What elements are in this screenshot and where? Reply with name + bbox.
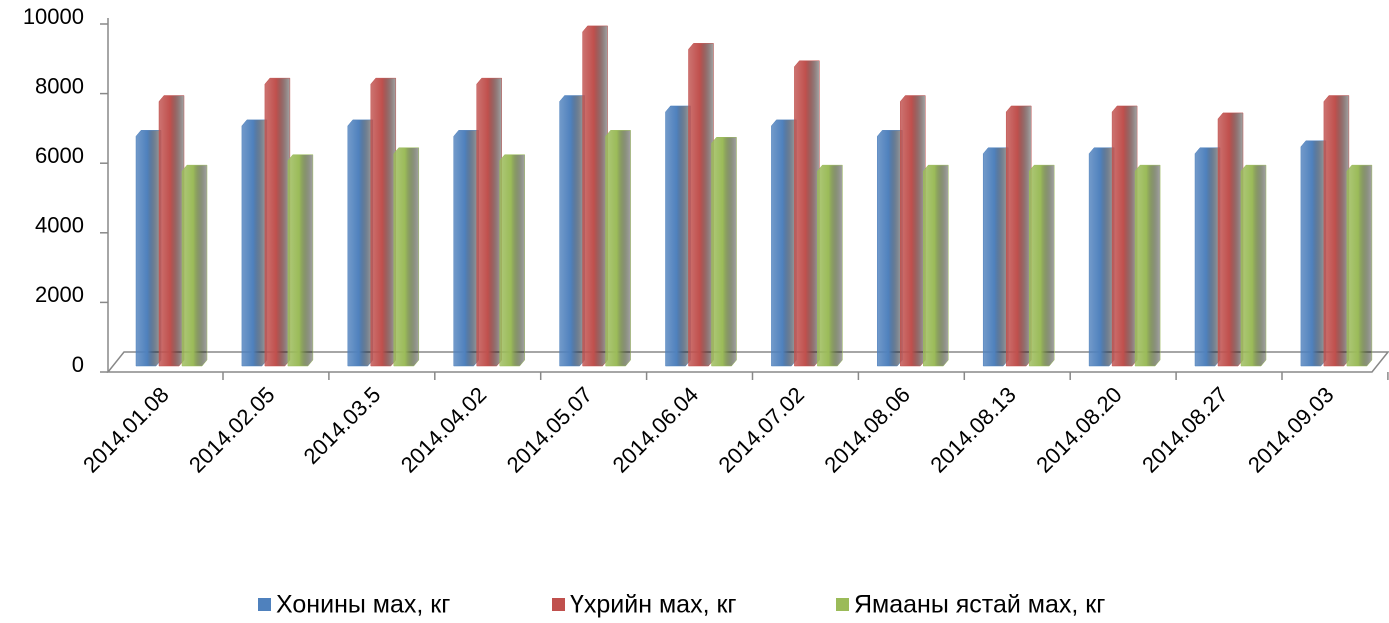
bar: [1346, 164, 1373, 367]
bar: [241, 119, 268, 367]
bar: [688, 43, 714, 367]
x-tick-label: 2014.08.13: [925, 382, 1021, 478]
legend-swatch: [836, 598, 849, 611]
y-tick-label: 4000: [35, 213, 84, 238]
x-tick-label: 2014.05.07: [502, 382, 598, 478]
legend-text: Ямааны ястай мах, кг: [854, 591, 1105, 619]
bar: [1194, 147, 1221, 367]
bar: [923, 164, 949, 367]
bar: [1111, 105, 1138, 367]
bar: [559, 95, 585, 367]
bar: [264, 77, 291, 367]
bar: [181, 164, 208, 367]
y-tick-label: 2000: [35, 282, 84, 307]
x-tick-label: 2014.08.27: [1137, 382, 1233, 478]
bar: [1323, 95, 1350, 367]
bar: [605, 130, 631, 367]
y-tick-label: 10000: [23, 4, 84, 29]
bar: [1088, 147, 1115, 367]
x-tick-label: 2014.04.02: [396, 382, 492, 478]
bar: [877, 130, 903, 367]
x-tick-label: 2014.09.03: [1243, 382, 1339, 478]
bar: [370, 77, 397, 367]
bar: [347, 119, 374, 367]
bar: [771, 119, 797, 367]
legend-swatch: [258, 598, 271, 611]
bar: [135, 130, 162, 367]
x-tick-label: 2014.07.02: [714, 382, 810, 478]
x-tick-label: 2014.06.04: [608, 382, 704, 478]
x-tick-label: 2014.08.06: [819, 382, 915, 478]
bar: [453, 130, 479, 367]
legend-text: Хонины мах, кг: [276, 591, 450, 619]
bar: [982, 147, 1009, 367]
bar: [1134, 164, 1161, 367]
bar: [711, 137, 737, 367]
bar: [900, 95, 926, 367]
legend-text: Үхрийн мах, кг: [570, 591, 737, 619]
bar: [1028, 164, 1055, 367]
x-tick-label: 2014.08.20: [1031, 382, 1127, 478]
bar: [1217, 112, 1244, 367]
y-tick-label: 0: [72, 352, 84, 377]
bar: [393, 147, 420, 367]
y-tick-label: 6000: [35, 143, 84, 168]
bar: [476, 77, 502, 367]
bar: [817, 164, 843, 367]
floor: [106, 351, 1389, 373]
x-tick-label: 2014.01.08: [78, 382, 174, 478]
bar: [665, 105, 691, 367]
x-tick-label: 2014.02.05: [184, 382, 280, 478]
bar: [1005, 105, 1032, 367]
bar: [158, 95, 185, 367]
bar: [287, 154, 314, 367]
y-tick-label: 8000: [35, 73, 84, 98]
bar: [1240, 164, 1267, 367]
legend-swatch: [552, 598, 565, 611]
bar: [499, 154, 525, 367]
bar: [1300, 140, 1327, 367]
bar: [794, 60, 820, 367]
x-tick-label: 2014.03.5: [299, 382, 386, 469]
bar: [582, 25, 608, 367]
